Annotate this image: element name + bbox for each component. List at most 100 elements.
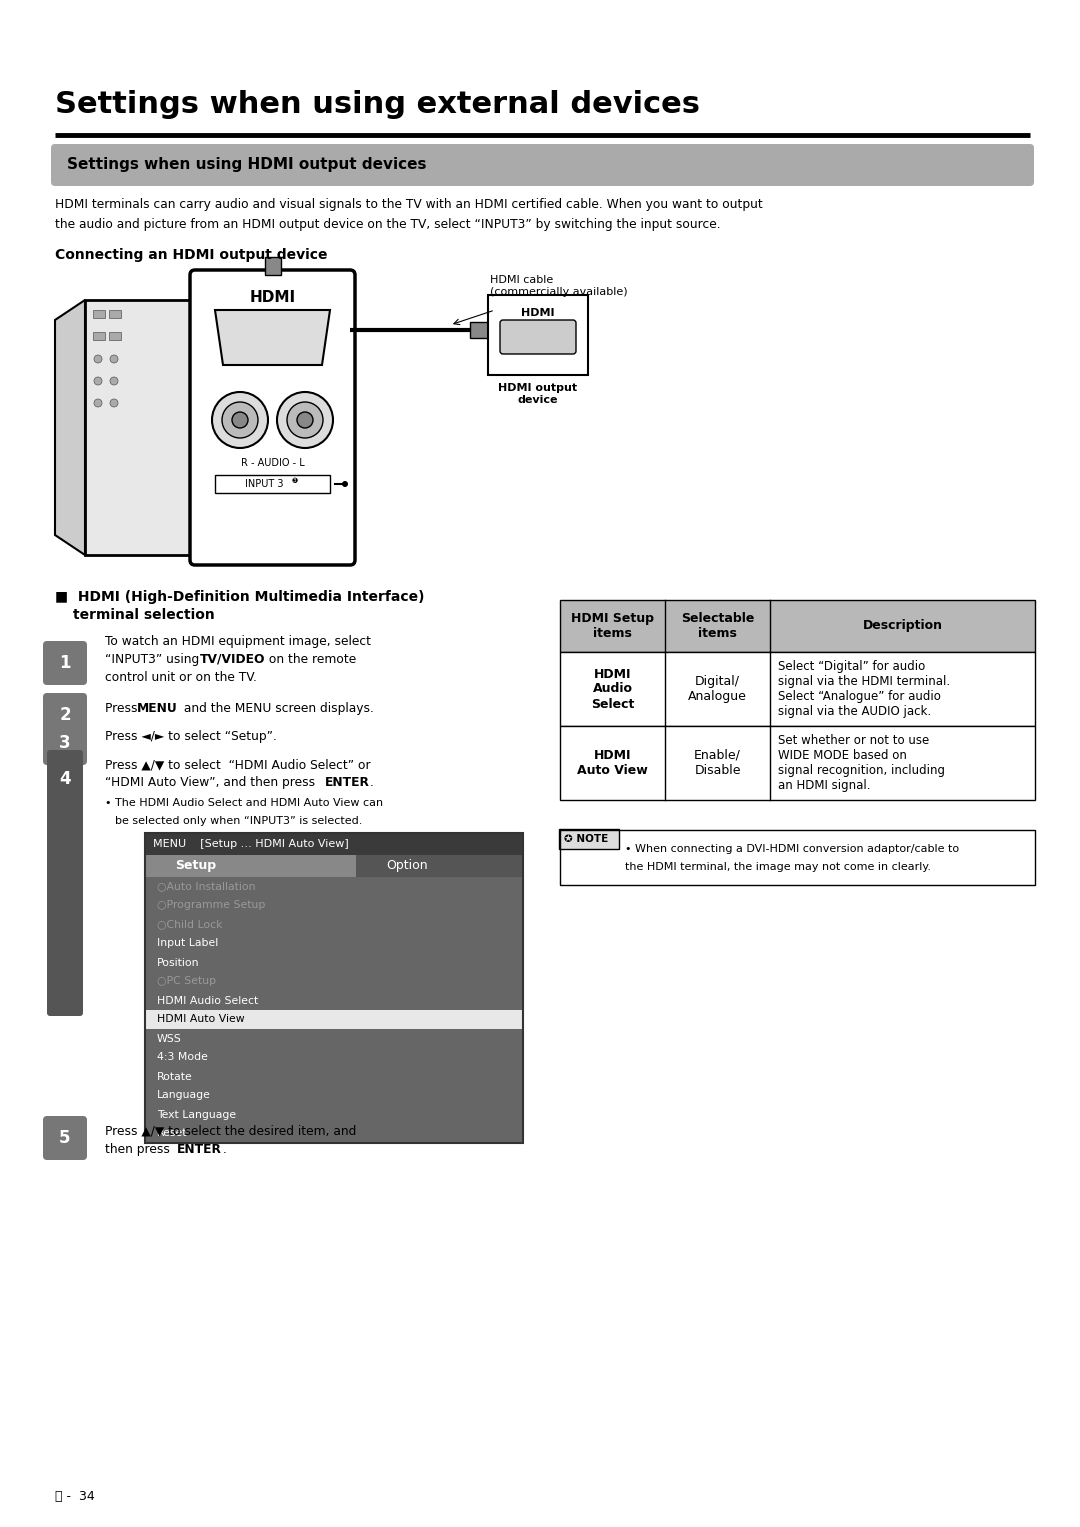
Circle shape <box>342 481 348 487</box>
FancyBboxPatch shape <box>51 144 1034 186</box>
Text: Press ▲/▼ to select  “HDMI Audio Select” or: Press ▲/▼ to select “HDMI Audio Select” … <box>105 757 370 771</box>
Bar <box>488 295 588 376</box>
Text: and the MENU screen displays.: and the MENU screen displays. <box>180 702 374 715</box>
Bar <box>109 331 121 341</box>
Text: • When connecting a DVI-HDMI conversion adaptor/cable to: • When connecting a DVI-HDMI conversion … <box>625 844 959 854</box>
Text: Language: Language <box>157 1090 211 1101</box>
Bar <box>215 475 330 493</box>
Bar <box>561 725 1035 800</box>
Text: Description: Description <box>863 620 943 632</box>
Polygon shape <box>55 299 85 554</box>
Bar <box>145 876 523 1144</box>
Text: ✪ NOTE: ✪ NOTE <box>564 834 608 844</box>
Text: HDMI
Auto View: HDMI Auto View <box>577 750 648 777</box>
Text: 3: 3 <box>293 478 296 483</box>
Text: Set whether or not to use
WIDE MODE based on
signal recognition, including
an HD: Set whether or not to use WIDE MODE base… <box>778 734 945 793</box>
Text: Option: Option <box>386 860 428 872</box>
Text: “HDMI Auto View”, and then press: “HDMI Auto View”, and then press <box>105 776 319 789</box>
Bar <box>561 652 1035 725</box>
Text: Digital/
Analogue: Digital/ Analogue <box>688 675 747 702</box>
Bar <box>145 1009 523 1029</box>
Text: HDMI Auto View: HDMI Auto View <box>157 1014 245 1025</box>
Text: HDMI Audio Select: HDMI Audio Select <box>157 996 258 1005</box>
Circle shape <box>110 354 118 363</box>
Text: HDMI cable
(commercially available): HDMI cable (commercially available) <box>490 275 627 296</box>
Text: ○Auto Installation: ○Auto Installation <box>157 881 256 892</box>
Bar <box>561 600 1035 652</box>
Text: MENU    [Setup … HDMI Auto View]: MENU [Setup … HDMI Auto View] <box>153 838 349 849</box>
Text: “INPUT3” using: “INPUT3” using <box>105 654 203 666</box>
Circle shape <box>297 412 313 428</box>
Circle shape <box>232 412 248 428</box>
FancyBboxPatch shape <box>43 721 87 765</box>
Text: Setup: Setup <box>175 860 216 872</box>
Bar <box>145 834 523 855</box>
Bar <box>145 834 523 1144</box>
Text: control unit or on the TV.: control unit or on the TV. <box>105 670 257 684</box>
Text: Input Label: Input Label <box>157 939 218 948</box>
Text: Press ▲/▼ to select the desired item, and: Press ▲/▼ to select the desired item, an… <box>105 1125 356 1138</box>
FancyBboxPatch shape <box>43 641 87 686</box>
Circle shape <box>110 399 118 408</box>
Text: ENTER: ENTER <box>325 776 369 789</box>
Bar <box>561 831 1035 886</box>
Text: 4:3 Mode: 4:3 Mode <box>157 1052 207 1063</box>
Text: Settings when using HDMI output devices: Settings when using HDMI output devices <box>67 157 427 173</box>
Text: ○Child Lock: ○Child Lock <box>157 919 222 930</box>
Text: the HDMI terminal, the image may not come in clearly.: the HDMI terminal, the image may not com… <box>625 863 931 872</box>
Text: ⓔ -  34: ⓔ - 34 <box>55 1490 95 1503</box>
Text: HDMI Setup
items: HDMI Setup items <box>571 612 654 640</box>
Text: Reset: Reset <box>157 1128 188 1139</box>
Text: Select “Digital” for audio
signal via the HDMI terminal.
Select “Analogue” for a: Select “Digital” for audio signal via th… <box>778 660 950 718</box>
Circle shape <box>94 377 102 385</box>
Circle shape <box>287 402 323 438</box>
FancyBboxPatch shape <box>500 321 576 354</box>
Polygon shape <box>215 310 330 365</box>
Text: HDMI output
device: HDMI output device <box>499 383 578 405</box>
Circle shape <box>222 402 258 438</box>
Text: Text Language: Text Language <box>157 1110 237 1119</box>
Text: INPUT 3: INPUT 3 <box>245 479 284 489</box>
Circle shape <box>94 399 102 408</box>
FancyBboxPatch shape <box>43 1116 87 1161</box>
Text: Press ◄/► to select “Setup”.: Press ◄/► to select “Setup”. <box>105 730 276 744</box>
Circle shape <box>110 377 118 385</box>
Bar <box>93 331 105 341</box>
Text: Enable/
Disable: Enable/ Disable <box>694 750 741 777</box>
Text: ●: ● <box>292 476 298 483</box>
Text: terminal selection: terminal selection <box>73 608 215 621</box>
Text: Rotate: Rotate <box>157 1072 192 1081</box>
FancyBboxPatch shape <box>190 270 355 565</box>
Text: Position: Position <box>157 957 200 968</box>
Text: TV/VIDEO: TV/VIDEO <box>200 654 266 666</box>
Circle shape <box>276 392 333 447</box>
Text: ENTER: ENTER <box>177 1144 221 1156</box>
Text: ○Programme Setup: ○Programme Setup <box>157 901 266 910</box>
Text: 2: 2 <box>59 705 71 724</box>
Text: 3: 3 <box>59 734 71 751</box>
Text: the audio and picture from an HDMI output device on the TV, select “INPUT3” by s: the audio and picture from an HDMI outpu… <box>55 218 720 231</box>
Bar <box>356 855 523 876</box>
Text: HDMI
Audio
Select: HDMI Audio Select <box>591 667 634 710</box>
Text: • The HDMI Audio Select and HDMI Auto View can: • The HDMI Audio Select and HDMI Auto Vi… <box>105 799 383 808</box>
Text: ○PC Setup: ○PC Setup <box>157 976 216 986</box>
Text: HDMI: HDMI <box>522 308 555 318</box>
Circle shape <box>212 392 268 447</box>
Text: MENU: MENU <box>137 702 178 715</box>
Text: .: . <box>222 1144 227 1156</box>
Bar <box>109 310 121 318</box>
FancyBboxPatch shape <box>48 750 83 1015</box>
Text: 4: 4 <box>59 770 71 788</box>
Text: To watch an HDMI equipment image, select: To watch an HDMI equipment image, select <box>105 635 372 647</box>
Bar <box>85 299 200 554</box>
Circle shape <box>94 354 102 363</box>
Text: Selectable
items: Selectable items <box>680 612 754 640</box>
Text: then press: then press <box>105 1144 174 1156</box>
Text: 1: 1 <box>59 654 71 672</box>
Text: Press: Press <box>105 702 141 715</box>
Text: 5: 5 <box>59 1128 71 1147</box>
Text: WSS: WSS <box>157 1034 181 1043</box>
Text: R - AUDIO - L: R - AUDIO - L <box>241 458 305 467</box>
Text: HDMI: HDMI <box>249 290 296 304</box>
Text: ■  HDMI (High-Definition Multimedia Interface): ■ HDMI (High-Definition Multimedia Inter… <box>55 589 424 605</box>
